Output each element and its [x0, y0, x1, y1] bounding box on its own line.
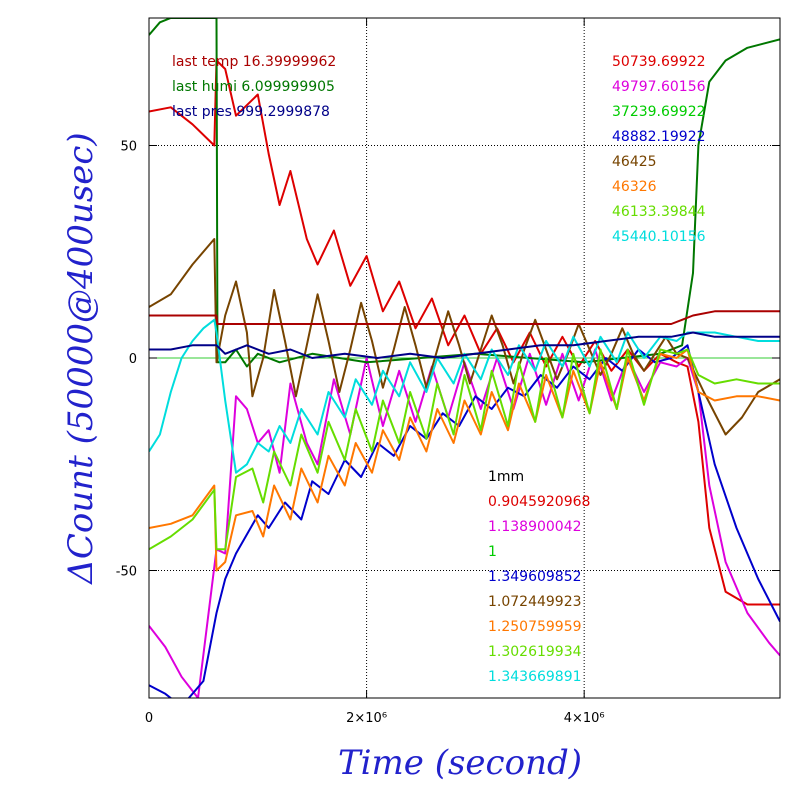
annotation-top-right-3: 48882.19922	[612, 129, 706, 145]
annotation-middle-0: 1mm	[488, 469, 524, 485]
annotation-top-right-1: 49797.60156	[612, 79, 706, 95]
series-line-3	[149, 344, 780, 698]
series-line-2	[149, 18, 780, 368]
annotations-top-right: 50739.69922 49797.60156 37239.69922 48882.1…	[612, 54, 706, 245]
annotation-top-right-4: 46425	[612, 154, 657, 170]
x-tick-label-1: 2×10⁶	[346, 711, 387, 726]
annotation-middle-5: 1.072449923	[488, 594, 582, 610]
series-line-6	[149, 348, 780, 551]
ticks: 0 2×10⁶ 4×10⁶ 50 0 -50	[116, 18, 780, 726]
y-tick-label-2: -50	[116, 565, 137, 580]
annotation-top-right-5: 46326	[612, 179, 657, 195]
annotation-top-right-7: 45440.10156	[612, 229, 706, 245]
series-line-0	[149, 59, 780, 606]
annotation-middle-4: 1.349609852	[488, 569, 582, 585]
x-tick-label-0: 0	[145, 711, 153, 726]
annotation-top-right-2: 37239.69922	[612, 104, 706, 120]
annotations-middle: 1mm 0.9045920968 1.138900042 1 1.349609852 1.…	[488, 469, 590, 685]
series-line-4	[149, 238, 780, 436]
annotation-middle-8: 1.343669891	[488, 669, 582, 685]
series-line-8	[149, 310, 780, 325]
series-line-9	[149, 331, 780, 359]
series-line-7	[149, 318, 780, 474]
annotation-middle-6: 1.250759959	[488, 619, 582, 635]
annotation-middle-3: 1	[488, 544, 497, 560]
annotation-middle-2: 1.138900042	[488, 519, 582, 535]
annotations-top-left: last temp 16.39999962 last humi 6.0999999…	[172, 54, 336, 120]
annotation-top-left-1: last humi 6.099999905	[172, 79, 335, 95]
x-axis-title: Time (second)	[338, 743, 582, 783]
y-tick-label-0: 50	[120, 140, 137, 155]
y-axis-title: ΔCount (50000@400usec)	[61, 132, 101, 585]
series-layer	[149, 18, 780, 698]
annotation-middle-1: 0.9045920968	[488, 494, 590, 510]
annotation-top-right-0: 50739.69922	[612, 54, 706, 70]
y-tick-label-1: 0	[129, 352, 137, 367]
annotation-middle-7: 1.302619934	[488, 644, 582, 660]
x-tick-label-2: 4×10⁶	[564, 711, 605, 726]
annotation-top-left-0: last temp 16.39999962	[172, 54, 336, 70]
annotation-top-left-2: last pres 999.2999878	[172, 104, 330, 120]
annotation-top-right-6: 46133.39844	[612, 204, 706, 220]
